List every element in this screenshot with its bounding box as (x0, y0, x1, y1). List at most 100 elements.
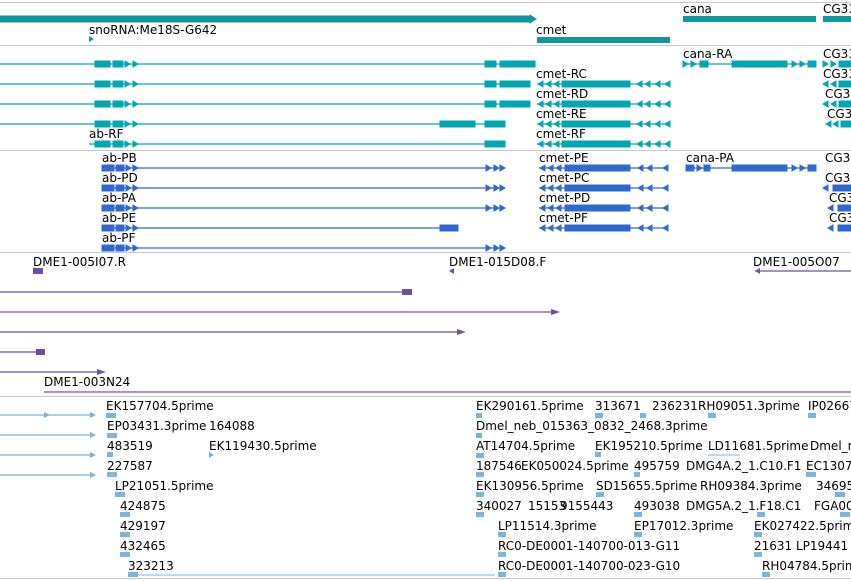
transcript-label-cg3[interactable]: CG3 (827, 107, 851, 121)
protein-ab-pe[interactable] (101, 224, 459, 232)
est-label[interactable]: EP17012.3prime (634, 519, 734, 533)
transcript-label-cmet-rd[interactable]: cmet-RD (536, 87, 589, 101)
est-label[interactable]: 9155443 (560, 499, 614, 513)
est-label[interactable]: 495759 (634, 459, 680, 473)
clone-label[interactable]: DME1-003N24 (44, 375, 131, 389)
est-label[interactable]: EP03431.3prime (107, 419, 207, 433)
est-label[interactable]: RC0-DE0001-140700-023-G10 (498, 559, 681, 573)
clone-row[interactable] (0, 289, 412, 295)
transcript-cmet-rf[interactable] (537, 140, 671, 148)
protein-label-cg3[interactable]: CG3 (825, 171, 851, 185)
protein-label-cana-pa[interactable]: cana-PA (686, 151, 734, 165)
gene-label-snorna[interactable]: snoRNA:Me18S-G642 (89, 23, 218, 37)
est-label[interactable]: EK195210.5prime (595, 439, 703, 453)
est-label[interactable]: LD11681.5prime (708, 439, 809, 453)
est-label[interactable]: EC1307 (806, 459, 851, 473)
clone-row[interactable] (0, 309, 560, 315)
protein-ab-pa[interactable] (101, 204, 506, 212)
protein-ab-pb[interactable] (101, 164, 506, 172)
transcript-cmet-rc[interactable] (537, 80, 671, 88)
protein-ab-pd[interactable] (101, 184, 506, 192)
transcript-ab-row-4[interactable] (0, 120, 506, 128)
protein-cmet[interactable] (539, 164, 669, 232)
transcript-cana-ra[interactable] (682, 60, 817, 68)
est-label[interactable]: EK157704.5prime (106, 399, 214, 413)
clone-feature[interactable] (755, 268, 851, 274)
transcript-label-cana-ra[interactable]: cana-RA (683, 47, 733, 61)
est-label[interactable]: 187546 (476, 459, 522, 473)
est-label[interactable]: 236231 (652, 399, 698, 413)
est-label[interactable]: LP19441 (796, 539, 849, 553)
transcript-label-cg33[interactable]: CG33 (823, 67, 851, 81)
protein-label-cg3[interactable]: CG3 (829, 211, 851, 225)
protein-label-cmet-pd[interactable]: cmet-PD (539, 191, 591, 205)
est-label[interactable]: EK290161.5prime (476, 399, 584, 413)
transcript-cg33[interactable] (822, 60, 851, 128)
protein-label-cmet-pe[interactable]: cmet-PE (539, 151, 589, 165)
clone-label[interactable]: DME1-005I07.R (33, 255, 127, 269)
transcript-cmet-rd[interactable] (537, 100, 671, 108)
protein-label-ab-pa[interactable]: ab-PA (102, 191, 136, 205)
gene-cmet[interactable] (537, 37, 670, 43)
est-label[interactable]: LP21051.5prime (115, 479, 214, 493)
est-label[interactable]: EK050024.5prime (521, 459, 629, 473)
protein-label-ab-pe[interactable]: ab-PE (102, 211, 137, 225)
gene-cg33[interactable] (823, 16, 851, 22)
clone-row[interactable] (0, 329, 466, 335)
est-label[interactable]: IP02667 (808, 399, 851, 413)
est-label[interactable]: 34695 (816, 479, 851, 493)
est-label[interactable]: AT14704.5prime (476, 439, 576, 453)
est-label[interactable]: 432465 (120, 539, 166, 553)
est-label[interactable]: RC0-DE0001-140700-013-G11 (498, 539, 681, 553)
gene-label-cg33[interactable]: CG33 (823, 2, 851, 16)
protein-label-ab-pf[interactable]: ab-PF (102, 231, 136, 245)
protein-label-ab-pd[interactable]: ab-PD (102, 171, 138, 185)
est-glyphs[interactable] (106, 413, 850, 577)
clone-label[interactable]: DME1-015D08.F (449, 255, 547, 269)
gene-label-cmet[interactable]: cmet (536, 23, 567, 37)
est-label[interactable]: 15153 (528, 499, 567, 513)
transcript-label-cmet-rc[interactable]: cmet-RC (536, 67, 587, 81)
gene-label-cana[interactable]: cana (683, 2, 712, 16)
est-label[interactable]: EK027422.5prime (754, 519, 851, 533)
transcript-ab-row-2[interactable] (0, 80, 531, 88)
est-label[interactable]: 227587 (107, 459, 153, 473)
protein-label-ab-pb[interactable]: ab-PB (102, 151, 137, 165)
est-label[interactable]: EK119430.5prime (209, 439, 317, 453)
transcript-label-cg3[interactable]: CG3 (825, 87, 851, 101)
est-label[interactable]: RH09051.3prime (698, 399, 800, 413)
protein-label-cg3[interactable]: CG3 (829, 191, 851, 205)
transcript-cmet-re[interactable] (537, 120, 671, 128)
protein-label-cmet-pf[interactable]: cmet-PF (539, 211, 588, 225)
gene-snorna-glyph[interactable] (89, 36, 94, 42)
clone-feature[interactable] (33, 268, 43, 274)
est-label[interactable]: EK130956.5prime (476, 479, 584, 493)
gene-cana[interactable] (683, 16, 816, 22)
est-label[interactable]: LP11514.3prime (498, 519, 597, 533)
protein-cana-pa[interactable] (685, 164, 817, 172)
transcript-label-cmet-re[interactable]: cmet-RE (536, 107, 587, 121)
est-label[interactable]: Dmel_neb_015363_0832_2468.3prime (476, 419, 708, 433)
clone-row[interactable] (0, 369, 106, 375)
est-label[interactable]: 164088 (209, 419, 255, 433)
est-label[interactable]: Dmel_n (810, 439, 851, 453)
est-label[interactable]: 483519 (107, 439, 153, 453)
est-label[interactable]: 323213 (128, 559, 174, 573)
protein-label-cg3[interactable]: CG3 (825, 151, 851, 165)
est-label[interactable]: DMG4A.2_1.C10.F1 (686, 459, 802, 473)
transcript-label-cmet-rf[interactable]: cmet-RF (536, 127, 586, 141)
est-label[interactable]: 429197 (120, 519, 166, 533)
est-label[interactable]: SD15655.5prime (596, 479, 698, 493)
est-left-rows[interactable] (0, 412, 96, 478)
est-label[interactable]: RH09384.3prime (700, 479, 802, 493)
transcript-ab-row-1[interactable] (0, 60, 536, 68)
clone-feature[interactable] (449, 268, 454, 274)
est-label[interactable]: FGA00 (814, 499, 851, 513)
est-label[interactable]: RH04784.5prime (762, 559, 851, 573)
protein-label-cmet-pc[interactable]: cmet-PC (539, 171, 590, 185)
est-label[interactable]: DMG5A.2_1.F18.C1 (686, 499, 802, 513)
transcript-label-ab-rf[interactable]: ab-RF (89, 127, 124, 141)
transcript-ab-rf[interactable] (89, 140, 506, 148)
gene-ab[interactable] (0, 14, 537, 24)
